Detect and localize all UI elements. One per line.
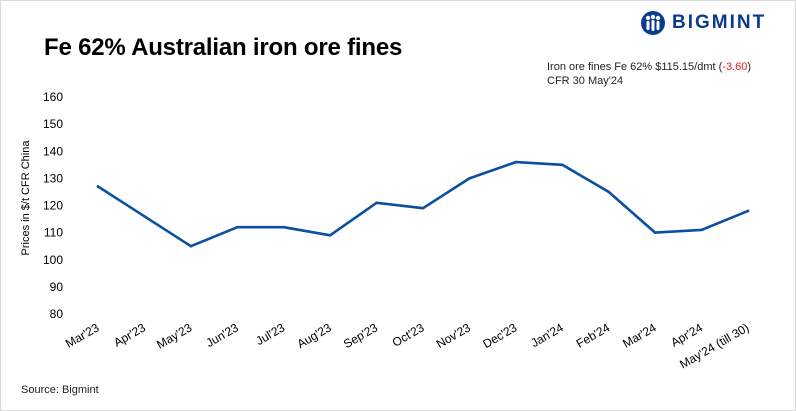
x-tick-label: Aug'23 bbox=[295, 320, 334, 351]
y-tick-label: 150 bbox=[43, 117, 63, 131]
price-note-prefix: Iron ore fines Fe 62% $115.15/dmt ( bbox=[547, 61, 723, 73]
data-point bbox=[282, 225, 286, 229]
y-tick-label: 160 bbox=[43, 90, 63, 104]
data-point bbox=[235, 225, 239, 229]
data-point bbox=[607, 190, 611, 194]
price-note-suffix: ) bbox=[747, 61, 752, 73]
data-point bbox=[700, 228, 703, 232]
brand-logo: BIGMINT bbox=[640, 10, 766, 36]
x-tick-label: Dec'23 bbox=[480, 320, 519, 351]
data-point bbox=[328, 234, 332, 237]
y-tick-label: 80 bbox=[50, 307, 64, 321]
data-point bbox=[560, 163, 564, 167]
x-tick-label: May'23 bbox=[154, 320, 194, 351]
y-tick-label: 110 bbox=[44, 226, 63, 240]
y-axis-label: Prices in $/t CFR China bbox=[20, 140, 32, 256]
data-point bbox=[143, 215, 146, 218]
data-point bbox=[421, 206, 425, 210]
x-tick-label: Oct'23 bbox=[390, 320, 427, 349]
x-tick-label: Apr'23 bbox=[111, 320, 148, 349]
chart-title: Fe 62% Australian iron ore fines bbox=[44, 34, 403, 61]
y-tick-label: 120 bbox=[43, 199, 63, 213]
series-line bbox=[96, 160, 750, 248]
x-tick-label: Feb'24 bbox=[574, 320, 613, 350]
price-note-line2: CFR 30 May'24 bbox=[547, 75, 624, 87]
data-point bbox=[514, 160, 518, 164]
data-point bbox=[375, 201, 378, 205]
x-tick-label: Jun'23 bbox=[203, 320, 241, 350]
series-group bbox=[96, 160, 750, 248]
y-axis: 80 90 100 110 120 130 140 150 160 bbox=[43, 90, 63, 321]
price-note: Iron ore fines Fe 62% $115.15/dmt (-3.60… bbox=[547, 60, 751, 88]
y-tick-label: 90 bbox=[50, 280, 64, 294]
data-point bbox=[96, 185, 100, 188]
x-axis: Mar'23 Apr'23 May'23 Jun'23 Jul'23 Aug'23 Sep'… bbox=[63, 320, 751, 371]
price-note-line1: Iron ore fines Fe 62% $115.15/dmt (-3.60… bbox=[547, 60, 751, 74]
brand-emblem-icon bbox=[641, 11, 665, 35]
source-note: Source: Bigmint bbox=[21, 384, 99, 396]
x-tick-label: Sep'23 bbox=[341, 320, 380, 351]
x-tick-label: Jul'23 bbox=[253, 320, 287, 348]
price-change: -3.60 bbox=[722, 61, 748, 73]
data-point bbox=[653, 231, 657, 234]
x-tick-label: Nov'23 bbox=[434, 320, 473, 351]
brand-name: BIGMINT bbox=[672, 12, 767, 33]
y-tick-label: 100 bbox=[43, 253, 63, 267]
x-tick-label: Mar'23 bbox=[63, 320, 102, 350]
x-tick-label: Jan'24 bbox=[528, 320, 566, 350]
y-tick-label: 140 bbox=[43, 144, 63, 158]
data-point bbox=[189, 244, 193, 248]
x-tick-label: Mar'24 bbox=[620, 320, 659, 350]
data-point bbox=[468, 177, 471, 180]
y-tick-label: 130 bbox=[43, 171, 63, 185]
data-point bbox=[746, 209, 750, 213]
